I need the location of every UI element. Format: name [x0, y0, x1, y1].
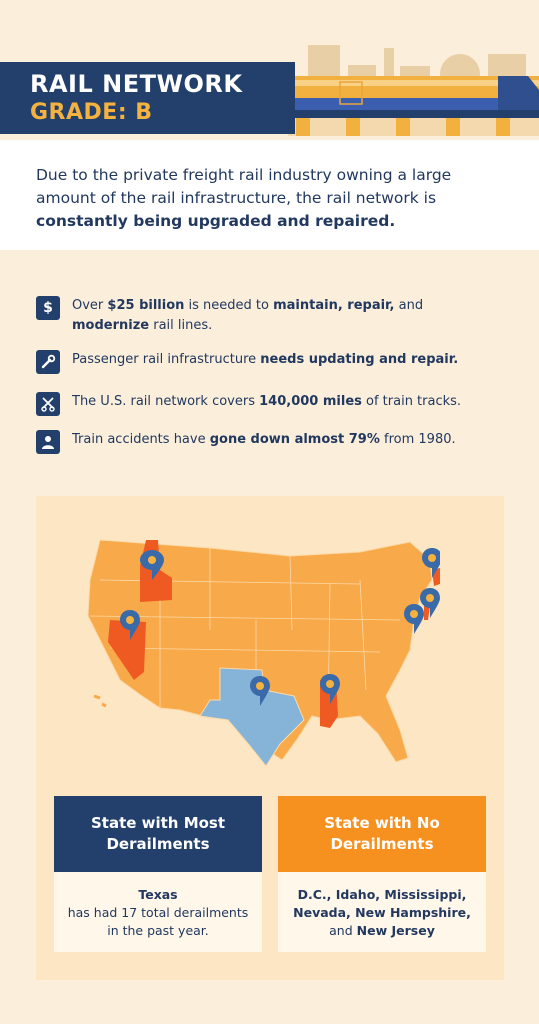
wrench-icon [36, 350, 60, 374]
map-pin-icon [250, 676, 270, 706]
map-pin-icon [320, 674, 340, 704]
dollar-icon: $ [36, 296, 60, 320]
most-derailments-state: Texas [138, 887, 178, 902]
map-pin-icon [404, 604, 424, 634]
state-nevada [108, 620, 146, 680]
no-derailments-heading: State with No Derailments [278, 796, 486, 872]
map-pin-icon [120, 610, 140, 640]
state-new-jersey [424, 606, 430, 620]
hawaii [93, 694, 107, 708]
map-pin-icon [422, 548, 440, 578]
fact-text: The U.S. rail network covers 140,000 mil… [72, 394, 462, 409]
fact-text: Over $25 billion is needed to maintain, … [72, 298, 424, 333]
header: RAIL NETWORK GRADE: B [0, 0, 539, 140]
fact-item: The U.S. rail network covers 140,000 mil… [36, 392, 502, 416]
tracks-icon [36, 392, 60, 416]
map-pin-icon [420, 588, 440, 618]
fact-text: Passenger rail infrastructure needs upda… [72, 352, 459, 367]
title-band [0, 62, 295, 134]
train-illustration [288, 45, 539, 136]
fact-item: $ Over $25 billion is needed to maintain… [36, 296, 502, 336]
fact-text: Train accidents have gone down almost 79… [72, 432, 456, 447]
fact-item: Train accidents have gone down almost 79… [36, 430, 502, 454]
grade-label: GRADE: B [30, 100, 153, 125]
no-derailments-states: D.C., Idaho, Mississippi, Nevada, New Ha… [293, 887, 471, 920]
fact-item: Passenger rail infrastructure needs upda… [36, 350, 502, 374]
map-pin-icon [140, 550, 164, 580]
page-title: RAIL NETWORK [30, 70, 243, 98]
us-map [87, 539, 440, 767]
no-derailments-card: State with No Derailments D.C., Idaho, M… [278, 796, 486, 952]
intro-section: Due to the private freight rail industry… [0, 140, 539, 250]
no-derailments-body: D.C., Idaho, Mississippi, Nevada, New Ha… [293, 887, 471, 938]
person-icon [36, 430, 60, 454]
most-derailments-body: Texas has had 17 total derailments in th… [54, 872, 262, 940]
most-derailments-detail: has had 17 total derailments in the past… [67, 905, 249, 938]
most-derailments-card: State with Most Derailments Texas has ha… [54, 796, 262, 952]
intro-text: Due to the private freight rail industry… [36, 166, 452, 230]
most-derailments-heading: State with Most Derailments [54, 796, 262, 872]
